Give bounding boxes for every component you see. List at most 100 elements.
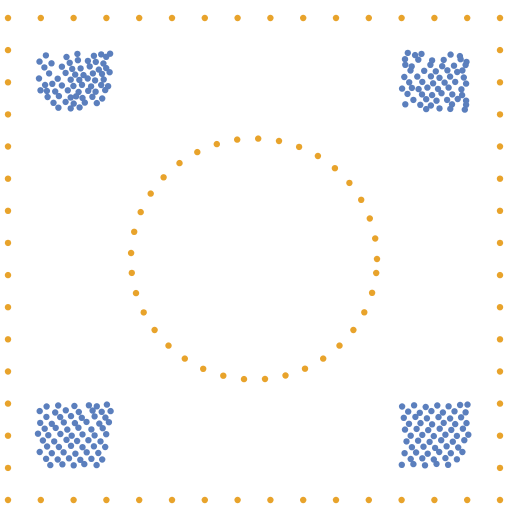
cluster-top-left-point	[84, 75, 91, 82]
cluster-bottom-right-point	[446, 415, 454, 422]
cluster-top-left-point	[74, 50, 81, 58]
cluster-top-left-point	[90, 52, 98, 59]
cluster-bottom-left-point	[36, 448, 43, 456]
cluster-bottom-left-point	[99, 456, 106, 463]
cluster-bottom-right-point	[426, 438, 433, 446]
border-point	[201, 496, 208, 504]
circle-point	[261, 375, 269, 383]
cluster-top-right-point	[415, 56, 422, 63]
cluster-bottom-right-point	[436, 448, 443, 456]
cluster-bottom-left-point	[88, 455, 95, 462]
border-point	[496, 304, 504, 311]
cluster-bottom-left-point	[72, 450, 79, 457]
border-point	[496, 79, 504, 86]
cluster-bottom-right-point	[440, 419, 447, 427]
cluster-top-left-point	[67, 94, 74, 101]
border-point	[496, 432, 504, 439]
border-point	[4, 368, 12, 375]
cluster-top-right-point	[439, 62, 446, 70]
border-point	[4, 239, 12, 247]
cluster-top-left-point	[36, 58, 43, 65]
cluster-bottom-left-point	[43, 403, 50, 410]
cluster-top-right-point	[460, 74, 467, 81]
cluster-bottom-left-point	[67, 442, 75, 449]
cluster-bottom-right-point	[464, 401, 471, 408]
border-point	[4, 111, 12, 118]
cluster-top-left-point	[100, 76, 107, 83]
cluster-bottom-left-point	[81, 460, 88, 468]
border-point	[4, 14, 12, 22]
circle-point	[350, 326, 357, 334]
border-point	[267, 14, 274, 22]
cluster-bottom-right-point	[448, 426, 455, 434]
cluster-top-right-point	[440, 56, 447, 64]
cluster-bottom-left-point	[83, 418, 90, 426]
border-point	[4, 143, 12, 150]
cluster-bottom-right-point	[452, 420, 459, 428]
cluster-bottom-right-point	[456, 401, 464, 409]
cluster-bottom-left-point	[102, 414, 109, 421]
border-point	[4, 336, 12, 343]
cluster-top-left-point	[91, 77, 99, 84]
cluster-bottom-left-point	[77, 456, 84, 463]
cluster-top-right-point	[438, 90, 445, 97]
cluster-bottom-left-point	[95, 449, 102, 457]
cluster-top-right-point	[418, 91, 426, 98]
border-point	[496, 400, 504, 407]
cluster-top-left-point	[67, 76, 74, 83]
circle-point	[320, 355, 327, 362]
cluster-bottom-left-point	[34, 430, 42, 437]
border-point	[4, 271, 12, 279]
cluster-top-right-point	[454, 68, 461, 76]
cluster-bottom-left-point	[64, 426, 71, 433]
cluster-bottom-right-point	[438, 437, 445, 444]
cluster-bottom-left-point	[45, 432, 52, 439]
cluster-bottom-right-point	[459, 425, 467, 432]
cluster-top-right-point	[447, 105, 454, 113]
cluster-top-right-point	[418, 50, 425, 58]
cluster-top-right-point	[421, 67, 428, 75]
border-point	[201, 14, 208, 22]
cluster-top-right-point	[462, 80, 470, 87]
border-point	[37, 14, 44, 22]
cluster-bottom-right-point	[462, 409, 469, 416]
cluster-top-right-point	[427, 73, 435, 80]
cluster-top-left-point	[45, 70, 53, 77]
border-point	[496, 336, 504, 343]
cluster-top-right-point	[447, 51, 454, 58]
border-point	[70, 14, 77, 22]
cluster-bottom-left-point	[68, 432, 75, 439]
cluster-bottom-left-point	[57, 430, 64, 438]
cluster-top-left-point	[52, 88, 59, 95]
circle-point	[137, 208, 144, 216]
cluster-bottom-left-point	[71, 419, 79, 427]
cluster-top-right-point	[417, 101, 424, 109]
cluster-top-left-point	[106, 69, 113, 76]
cluster-top-right-point	[402, 101, 409, 108]
cluster-bottom-left-point	[75, 424, 82, 431]
cluster-top-left-point	[42, 52, 50, 59]
cluster-top-right-point	[454, 95, 461, 103]
cluster-top-right-point	[428, 91, 436, 99]
cluster-top-right-point	[402, 61, 409, 68]
cluster-bottom-left-point	[99, 425, 106, 432]
border-point	[496, 368, 504, 375]
border-point	[4, 304, 12, 311]
cluster-top-right-point	[458, 86, 465, 93]
border-point	[431, 14, 438, 22]
cluster-top-right-point	[458, 91, 466, 99]
cluster-top-right-point	[407, 67, 414, 74]
cluster-top-left-point	[49, 80, 56, 88]
cluster-top-right-point	[459, 67, 466, 74]
cluster-top-left-point	[81, 99, 89, 106]
cluster-top-left-point	[72, 71, 79, 78]
cluster-bottom-right-point	[407, 432, 414, 439]
border-point	[267, 496, 274, 504]
cluster-bottom-right-point	[407, 455, 414, 463]
cluster-bottom-left-point	[55, 443, 63, 451]
cluster-top-left-point	[102, 86, 109, 94]
cluster-top-right-point	[462, 61, 469, 69]
circle-point	[366, 215, 373, 222]
cluster-top-left-point	[48, 60, 55, 67]
border-point	[496, 464, 504, 472]
